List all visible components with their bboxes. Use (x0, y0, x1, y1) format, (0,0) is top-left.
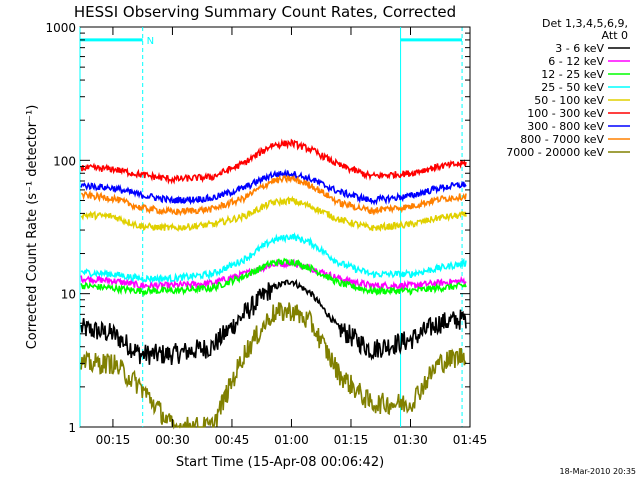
series-line-0 (80, 278, 467, 365)
legend-header-line-1: Det 1,3,4,5,6,9, (542, 17, 628, 30)
series-line-8 (80, 302, 467, 430)
series-line-7 (81, 174, 467, 217)
x-tick-label: 00:45 (215, 433, 250, 447)
y-tick-label: 100 (53, 154, 76, 168)
x-axis: 00:15 00:30 00:45 01:00 01:15 01:30 01:45 (96, 27, 488, 447)
legend-label-7: 800 - 7000 keV (520, 133, 604, 146)
legend-label-0: 3 - 6 keV (555, 42, 604, 55)
chart-title: HESSI Observing Summary Count Rates, Cor… (74, 3, 456, 21)
x-tick-label: 01:00 (274, 433, 309, 447)
legend-label-6: 300 - 800 keV (527, 120, 604, 133)
x-tick-label: 01:45 (453, 433, 488, 447)
series-line-4 (80, 195, 467, 232)
legend-label-4: 50 - 100 keV (534, 94, 604, 107)
x-tick-label: 01:30 (393, 433, 428, 447)
x-tick-label: 00:30 (155, 433, 190, 447)
x-tick-label: 00:15 (96, 433, 131, 447)
series-line-2 (80, 257, 467, 298)
legend-header-line-2: Att 0 (602, 29, 628, 42)
legend-label-3: 25 - 50 keV (541, 81, 604, 94)
series-line-6 (80, 168, 467, 206)
series-line-1 (80, 258, 467, 292)
y-tick-label: 10 (61, 288, 76, 302)
x-axis-label: Start Time (15-Apr-08 00:06:42) (176, 455, 384, 470)
y-tick-label: 1000 (45, 21, 76, 35)
marker-label: N (147, 36, 154, 47)
legend-label-2: 12 - 25 keV (541, 68, 604, 81)
legend-label-1: 6 - 12 keV (548, 55, 604, 68)
footer-timestamp: 18-Mar-2010 20:35 (560, 467, 637, 476)
series-layer (80, 138, 467, 430)
y-axis-label: Corrected Count Rate (s⁻¹ detector⁻¹) (25, 105, 40, 350)
y-axis: 1 10 100 1000 (45, 21, 470, 435)
y-tick-label: 1 (68, 421, 76, 435)
x-tick-label: 01:15 (334, 433, 369, 447)
series-line-3 (80, 231, 467, 285)
legend-label-8: 7000 - 20000 keV (506, 146, 604, 159)
legend-label-5: 100 - 300 keV (527, 107, 604, 120)
marker-layer: N (79, 27, 463, 427)
series-line-5 (80, 138, 467, 185)
